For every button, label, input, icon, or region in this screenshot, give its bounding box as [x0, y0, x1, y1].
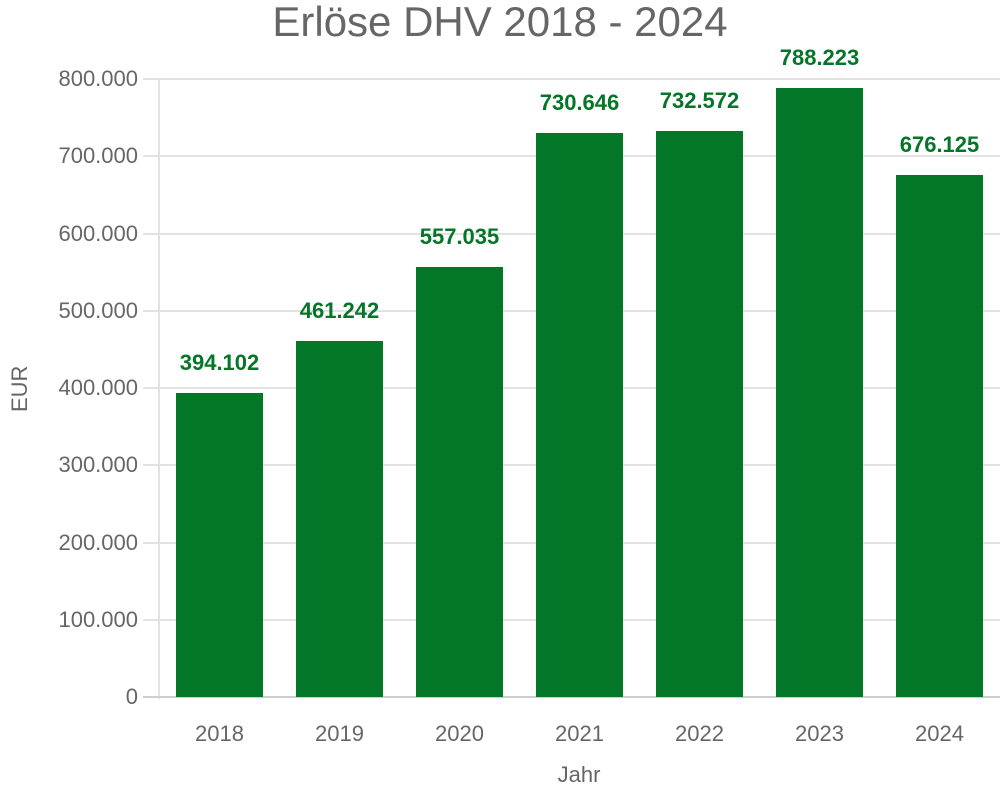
x-axis-title: Jahr — [557, 762, 601, 787]
gridline — [143, 78, 1000, 80]
y-tick-label: 200.000 — [58, 529, 138, 555]
value-label-2024: 676.125 — [899, 131, 980, 157]
y-tick-label: 600.000 — [58, 220, 138, 246]
bar-2022[interactable] — [656, 131, 743, 697]
x-tick-label-2021: 2021 — [555, 721, 604, 746]
x-tick-label-2019: 2019 — [315, 721, 364, 746]
x-tick-label-2022: 2022 — [675, 721, 724, 746]
value-label-2020: 557.035 — [419, 223, 500, 249]
plot-area: 0 100.000 200.000 300.000 400.000 500.000 600.… — [58, 46, 1000, 746]
bar-2024[interactable] — [896, 174, 983, 697]
y-tick-label: 100.000 — [58, 606, 138, 632]
y-tick-label: 0 — [125, 684, 138, 709]
x-tick-label-2018: 2018 — [195, 721, 244, 746]
value-label-2022: 732.572 — [659, 88, 740, 114]
gridline — [143, 696, 1000, 698]
bar-2018[interactable] — [176, 392, 263, 697]
y-tick-label: 300.000 — [58, 452, 138, 478]
y-tick-label: 500.000 — [58, 297, 138, 323]
value-label-2023: 788.223 — [779, 45, 860, 71]
x-tick-label-2024: 2024 — [915, 721, 964, 746]
y-tick-label: 400.000 — [58, 375, 138, 400]
value-label-2021: 730.646 — [539, 89, 620, 115]
y-axis-line — [158, 79, 160, 699]
y-tick-label: 800.000 — [58, 66, 138, 91]
bar-2019[interactable] — [296, 340, 383, 697]
x-tick-label-2023: 2023 — [795, 721, 844, 746]
y-tick-label: 700.000 — [58, 143, 138, 169]
x-tick-label-2020: 2020 — [435, 721, 484, 746]
chart-title: Erlöse DHV 2018 - 2024 — [272, 0, 728, 45]
bar-2021[interactable] — [536, 132, 623, 697]
bar-2020[interactable] — [416, 266, 503, 697]
bar-2023[interactable] — [776, 88, 863, 697]
value-label-2019: 461.242 — [299, 297, 380, 323]
value-label-2018: 394.102 — [179, 349, 260, 375]
